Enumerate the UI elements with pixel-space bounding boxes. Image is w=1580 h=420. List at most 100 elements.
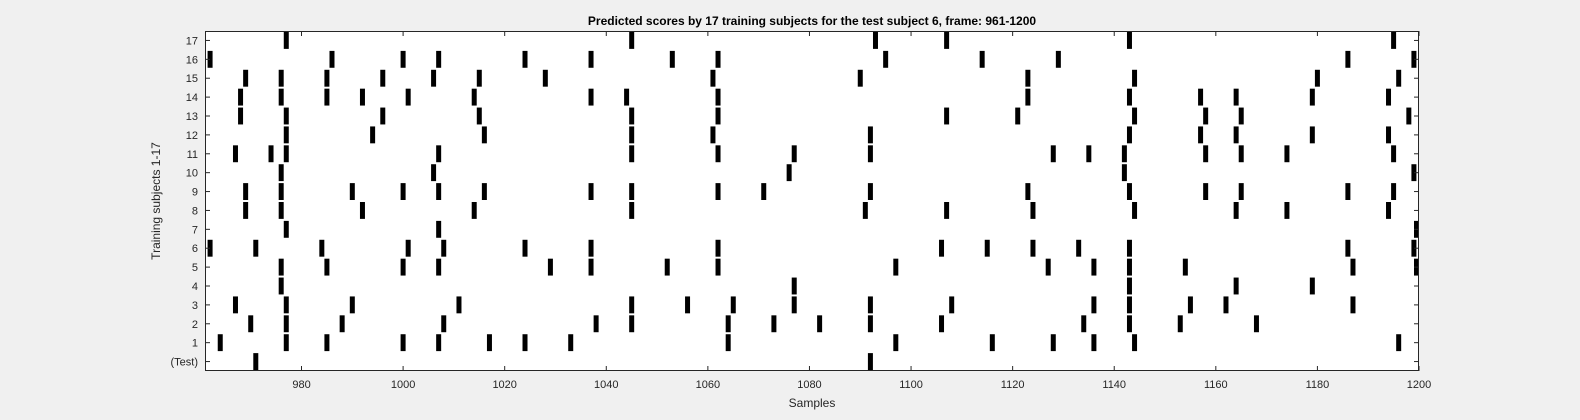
event-mark xyxy=(629,145,635,163)
event-mark xyxy=(1284,202,1290,219)
event-mark xyxy=(1126,88,1132,106)
y-tick-label: 15 xyxy=(186,73,198,85)
event-mark xyxy=(1406,107,1412,125)
event-mark xyxy=(1025,183,1031,200)
event-mark xyxy=(283,296,289,314)
event-mark xyxy=(715,145,721,163)
event-mark xyxy=(441,315,447,333)
event-mark xyxy=(1309,88,1315,106)
event-mark xyxy=(629,126,635,144)
event-mark xyxy=(761,183,767,200)
event-mark xyxy=(436,258,442,276)
event-mark xyxy=(1121,145,1127,163)
y-tick-label: 14 xyxy=(186,92,198,104)
event-mark xyxy=(243,202,249,219)
event-mark xyxy=(817,315,823,333)
x-tick-label: 1160 xyxy=(1204,379,1228,391)
event-mark xyxy=(1223,296,1229,314)
event-mark xyxy=(1203,107,1209,125)
event-mark xyxy=(588,50,594,68)
x-tick-label: 1040 xyxy=(594,379,618,391)
event-mark xyxy=(1198,126,1204,144)
event-mark xyxy=(278,164,284,182)
x-axis: 980 1000 1020 1040 1060 1080 1100 1120 1140 1160 1… xyxy=(292,31,1431,391)
event-mark xyxy=(629,32,635,49)
event-mark xyxy=(278,258,284,276)
event-mark xyxy=(715,239,721,257)
event-mark xyxy=(324,334,330,352)
event-mark xyxy=(1203,145,1209,163)
event-mark xyxy=(431,69,437,87)
y-tick-label: 3 xyxy=(192,300,198,312)
event-mark xyxy=(1091,296,1097,314)
event-mark xyxy=(481,126,487,144)
event-mark xyxy=(1132,202,1138,219)
event-mark xyxy=(1233,126,1239,144)
event-mark xyxy=(1345,239,1351,257)
event-mark xyxy=(1284,145,1290,163)
event-mark xyxy=(1233,202,1239,219)
event-mark xyxy=(715,258,721,276)
event-mark xyxy=(207,50,213,68)
event-mark xyxy=(268,145,274,163)
event-mark xyxy=(349,183,355,200)
event-mark xyxy=(629,107,635,125)
event-mark xyxy=(1076,239,1082,257)
event-mark xyxy=(1126,183,1132,200)
event-mark xyxy=(1030,202,1036,219)
chart-title: Predicted scores by 17 training subjects… xyxy=(588,14,1036,28)
event-mark xyxy=(1309,277,1315,295)
event-mark xyxy=(939,315,945,333)
event-mark xyxy=(278,202,284,219)
y-tick-label: 17 xyxy=(186,35,198,47)
event-mark xyxy=(278,88,284,106)
event-mark xyxy=(1391,183,1397,200)
event-mark xyxy=(588,88,594,106)
event-mark xyxy=(522,50,528,68)
event-mark xyxy=(1233,277,1239,295)
event-mark xyxy=(862,202,868,219)
y-tick-label: 1 xyxy=(192,338,198,350)
event-mark xyxy=(405,239,411,257)
event-mark xyxy=(944,32,950,49)
event-mark xyxy=(664,258,670,276)
y-tick-label: 16 xyxy=(186,54,198,66)
event-mark xyxy=(1391,32,1397,49)
x-tick-label: 1140 xyxy=(1102,379,1126,391)
event-mark xyxy=(715,183,721,200)
x-tick-label: 1100 xyxy=(899,379,923,391)
event-mark xyxy=(476,69,482,87)
event-mark xyxy=(324,88,330,106)
event-mark xyxy=(253,239,259,257)
event-mark xyxy=(1203,183,1209,200)
event-mark xyxy=(710,126,716,144)
event-mark xyxy=(893,258,899,276)
event-mark xyxy=(1132,334,1138,352)
event-mark xyxy=(436,50,442,68)
event-mark xyxy=(253,353,259,370)
event-mark xyxy=(1121,164,1127,182)
y-tick-label: 8 xyxy=(192,205,198,217)
event-mark xyxy=(1411,164,1417,182)
event-mark xyxy=(979,50,985,68)
x-tick-label: 1060 xyxy=(696,379,720,391)
event-mark xyxy=(1126,32,1132,49)
event-mark xyxy=(588,183,594,200)
event-mark xyxy=(1055,50,1061,68)
event-mark xyxy=(725,334,731,352)
event-mark xyxy=(791,277,797,295)
event-mark xyxy=(791,296,797,314)
event-mark xyxy=(1391,145,1397,163)
plot-frame xyxy=(205,31,1419,371)
event-mark xyxy=(715,88,721,106)
event-mark xyxy=(710,69,716,87)
event-mark xyxy=(1182,258,1188,276)
event-mark xyxy=(669,50,675,68)
event-mark xyxy=(217,334,223,352)
event-mark xyxy=(1253,315,1259,333)
y-tick-label: 10 xyxy=(186,168,198,180)
event-mark xyxy=(283,315,289,333)
event-mark xyxy=(1187,296,1193,314)
event-mark xyxy=(1030,239,1036,257)
event-mark xyxy=(1132,107,1138,125)
